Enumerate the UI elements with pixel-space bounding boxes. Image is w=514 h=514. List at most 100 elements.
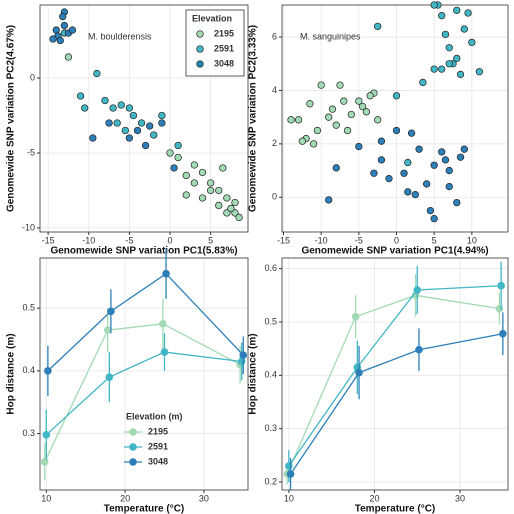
point xyxy=(460,25,468,33)
legend-title: Elevation xyxy=(192,13,232,23)
point xyxy=(468,38,476,47)
point xyxy=(190,179,199,187)
point xyxy=(351,312,360,321)
point xyxy=(313,126,322,135)
point xyxy=(231,209,239,217)
y-tick-label: 0 xyxy=(30,72,35,82)
point xyxy=(407,129,416,137)
point xyxy=(340,97,348,105)
y-axis-title: Hop distance (m) xyxy=(248,333,259,414)
point xyxy=(174,141,182,150)
point xyxy=(42,431,51,439)
point xyxy=(137,119,146,127)
point xyxy=(430,214,438,223)
x-axis-title: Temperature (°C) xyxy=(104,504,185,514)
legend-label: 2195 xyxy=(148,426,168,436)
line xyxy=(290,333,503,475)
point xyxy=(160,348,169,356)
legend-marker xyxy=(196,30,204,38)
y-tick-label: 2 xyxy=(272,138,277,148)
point xyxy=(453,198,461,207)
x-tick-label: -10 xyxy=(82,235,95,245)
legend-label: 2195 xyxy=(214,28,234,38)
point xyxy=(287,116,295,124)
x-axis-title: Genomewide SNP variation PC1(5.83%) xyxy=(50,246,237,257)
point xyxy=(460,145,468,153)
point xyxy=(107,307,115,316)
point xyxy=(52,26,60,34)
point xyxy=(332,121,340,129)
point xyxy=(215,186,223,195)
point xyxy=(306,100,314,108)
point xyxy=(113,119,121,127)
y-tick-label: 0.5 xyxy=(22,303,35,313)
point xyxy=(325,113,333,121)
point xyxy=(150,131,158,139)
point xyxy=(146,122,154,130)
point xyxy=(105,119,113,127)
point xyxy=(374,22,382,31)
legend-marker xyxy=(129,428,137,436)
x-tick-label: 0 xyxy=(167,235,172,245)
point xyxy=(438,12,446,20)
x-axis-title: Genomewide SNP variation PC1(4.94%) xyxy=(301,246,488,257)
point xyxy=(426,206,435,215)
point xyxy=(366,92,374,100)
point xyxy=(377,156,386,164)
point xyxy=(231,198,239,207)
point xyxy=(456,153,465,161)
point xyxy=(343,126,352,135)
line xyxy=(47,272,244,372)
point xyxy=(219,164,227,172)
point xyxy=(419,78,427,87)
point xyxy=(404,188,412,196)
x-tick-label: 10 xyxy=(284,493,294,503)
legend-marker xyxy=(129,443,137,451)
point xyxy=(430,65,438,73)
point xyxy=(159,320,167,328)
annotation: M. sanguinipes xyxy=(300,31,361,41)
point xyxy=(44,367,52,375)
legend-label: 3048 xyxy=(148,456,168,466)
y-tick-label: 0.3 xyxy=(264,423,277,433)
point xyxy=(105,373,114,381)
point xyxy=(206,186,215,195)
point xyxy=(415,145,423,153)
point xyxy=(358,102,367,111)
legend-title: Elevation (m) xyxy=(126,411,183,421)
point xyxy=(453,6,461,14)
y-tick-label: 4 xyxy=(272,85,277,95)
point xyxy=(125,134,134,142)
point xyxy=(413,286,422,294)
point xyxy=(453,54,461,63)
point xyxy=(422,180,431,188)
point xyxy=(355,368,363,377)
point xyxy=(441,30,450,39)
x-tick-label: 5 xyxy=(432,235,437,245)
x-tick-label: 20 xyxy=(120,493,130,503)
point xyxy=(285,462,293,470)
panel xyxy=(40,258,248,490)
point xyxy=(355,142,363,151)
legend-label: 2591 xyxy=(214,43,234,53)
y-tick-label: 0.4 xyxy=(22,365,35,375)
x-tick-label: 30 xyxy=(199,493,209,503)
point xyxy=(158,111,166,120)
y-tick-label: 0.5 xyxy=(264,316,277,326)
point xyxy=(141,141,150,150)
annotation: M. boulderensis xyxy=(88,31,152,41)
x-tick-label: -15 xyxy=(277,235,290,245)
point xyxy=(430,161,438,169)
point xyxy=(133,126,142,135)
point xyxy=(328,105,337,113)
x-tick-label: -5 xyxy=(355,235,363,245)
point xyxy=(355,97,363,105)
point xyxy=(125,104,134,112)
point xyxy=(392,92,401,100)
y-tick-label: -5 xyxy=(27,147,35,157)
point xyxy=(76,92,85,100)
point xyxy=(377,137,386,145)
point xyxy=(227,204,235,213)
point xyxy=(445,44,453,52)
